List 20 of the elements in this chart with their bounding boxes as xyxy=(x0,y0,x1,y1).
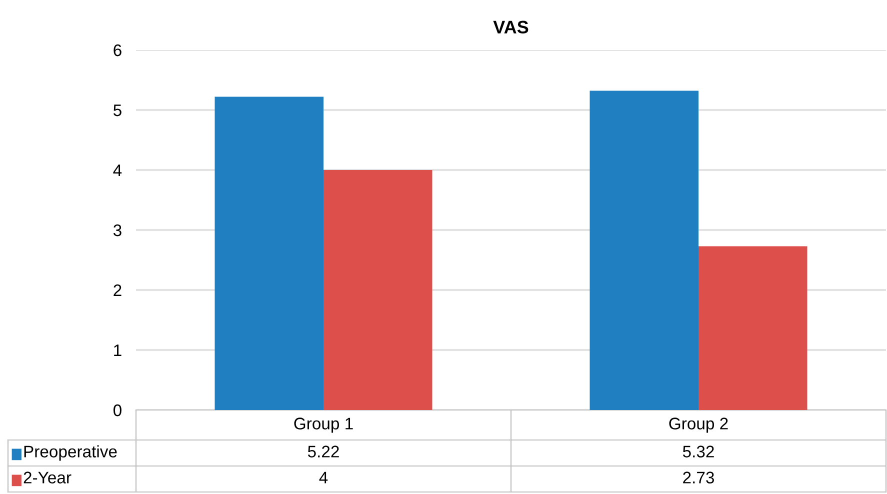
text: 5.32 xyxy=(682,446,714,458)
legend-label: Preoperative xyxy=(24,445,117,461)
y-tick-label: 3 xyxy=(113,224,122,236)
y-tick-label: 5 xyxy=(114,104,122,116)
y-tick-label: 1 xyxy=(114,344,122,356)
bar xyxy=(324,170,432,410)
y-tick-label: 2 xyxy=(114,284,122,296)
bar xyxy=(590,90,698,410)
y-tick-label: 4 xyxy=(113,164,122,176)
chart-title: VAS xyxy=(493,20,528,34)
text: 4 xyxy=(319,472,328,484)
x-tick-label: Group 1 xyxy=(294,418,353,433)
legend-label: 2-Year xyxy=(24,472,72,484)
y-tick-label: 6 xyxy=(114,44,122,56)
text: 2.73 xyxy=(683,472,714,484)
bar xyxy=(214,96,324,410)
x-tick-label: Group 2 xyxy=(669,418,728,433)
y-tick-label: 0 xyxy=(113,404,122,416)
bar xyxy=(698,246,808,410)
text: 5.22 xyxy=(308,446,339,458)
